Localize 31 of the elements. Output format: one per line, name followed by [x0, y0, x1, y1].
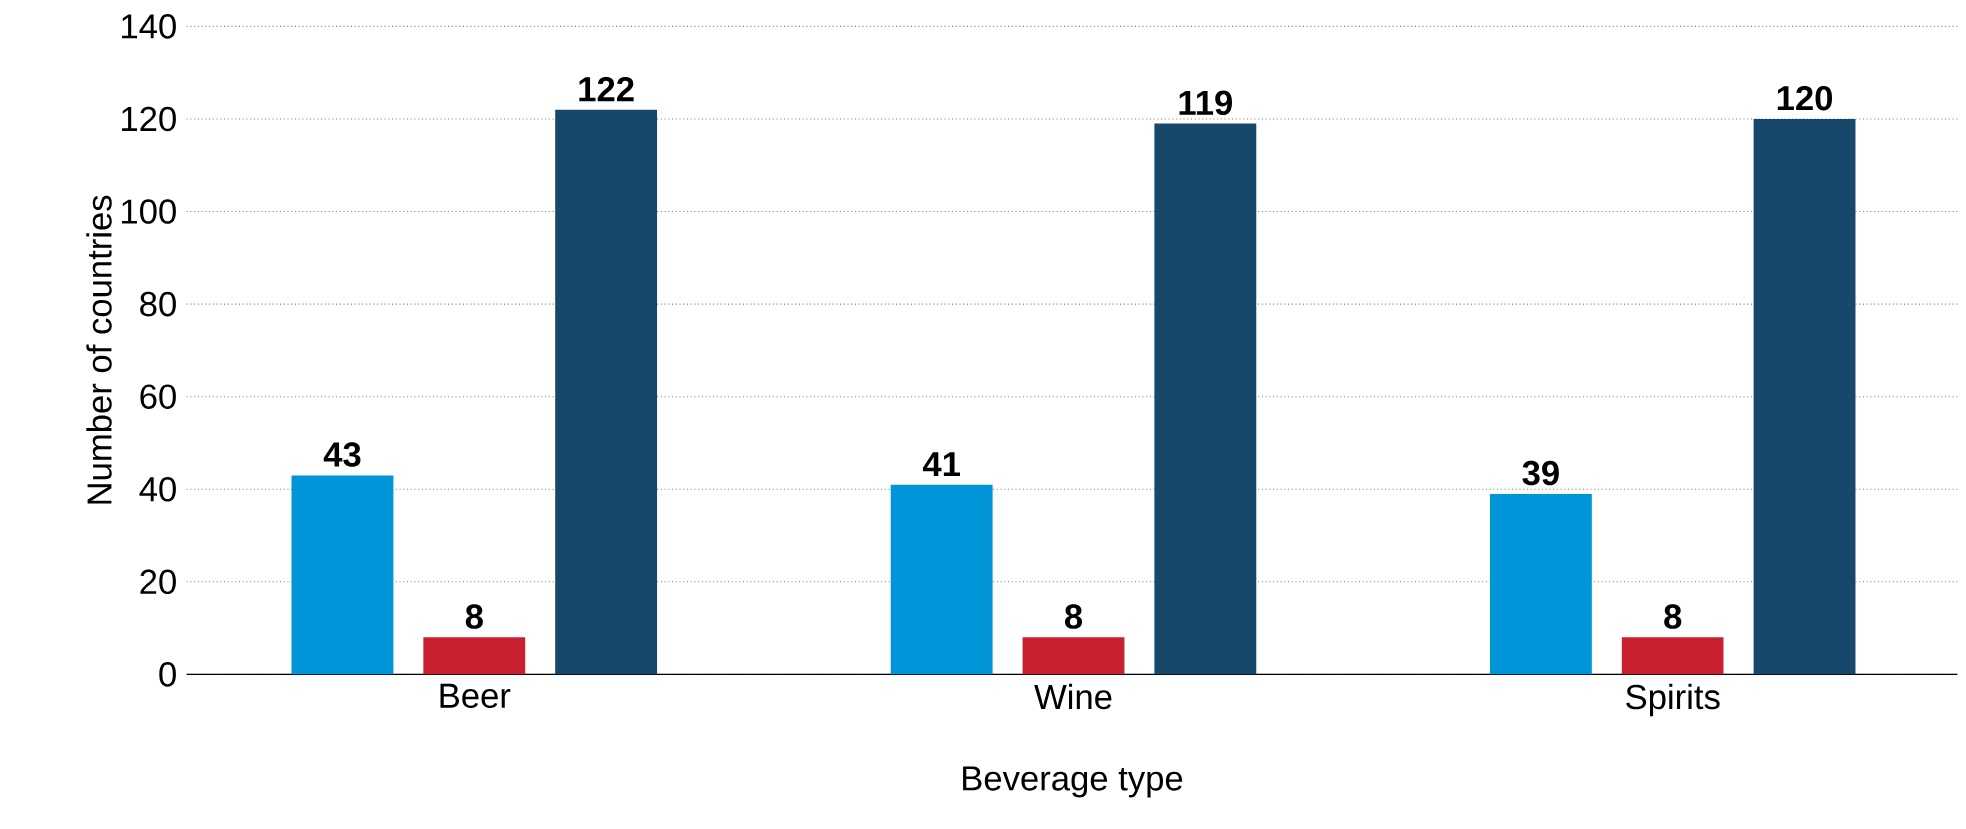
y-tick-label: 100 [122, 199, 176, 224]
data-label: 8 [1064, 604, 1083, 629]
data-label: 119 [1179, 90, 1232, 116]
data-label: 8 [465, 604, 483, 629]
y-tick-label: 60 [140, 384, 176, 409]
bar [890, 484, 993, 675]
data-label: 120 [1777, 85, 1833, 111]
x-tick-label: Beer [440, 683, 511, 708]
x-axis-title: Beverage type [963, 766, 1183, 798]
data-label: 8 [1664, 604, 1682, 629]
data-label: 39 [1522, 460, 1559, 486]
data-label: 122 [579, 76, 634, 102]
bar [1621, 637, 1724, 675]
bar [555, 109, 658, 675]
y-tick-label: 0 [159, 662, 176, 687]
x-tick-label: Wine [1034, 683, 1112, 710]
y-axis-title: Number of countries [86, 195, 112, 504]
x-tick-label: Spirits [1626, 683, 1720, 717]
y-tick-label: 80 [140, 291, 176, 317]
data-label: 43 [323, 442, 361, 467]
bar [423, 637, 526, 675]
data-label: 41 [922, 452, 960, 477]
bar [1489, 493, 1592, 675]
y-tick-label: 20 [140, 569, 176, 595]
bar [1022, 637, 1125, 675]
bar [291, 475, 394, 675]
bar [1753, 118, 1856, 675]
y-tick-label: 40 [139, 476, 176, 502]
y-tick-label: 140 [122, 14, 176, 39]
bar [1154, 123, 1257, 675]
y-tick-label: 120 [122, 106, 176, 132]
